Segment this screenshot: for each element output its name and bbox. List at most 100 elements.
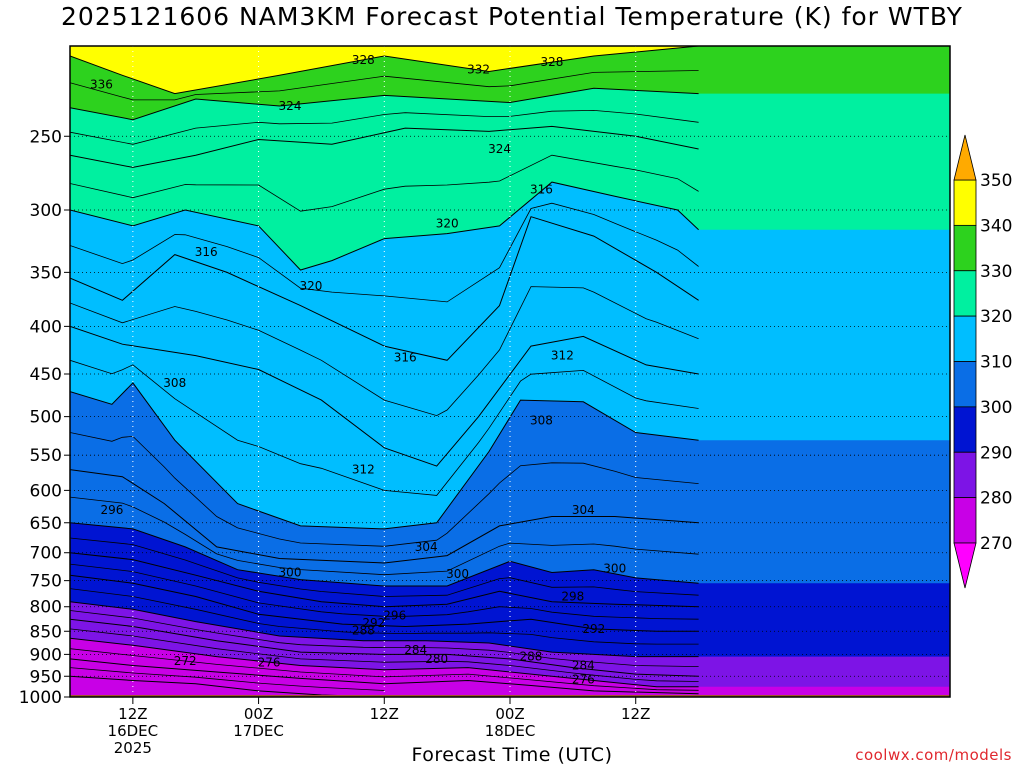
contour-label: 280 bbox=[425, 652, 448, 666]
colorbar-segment bbox=[953, 361, 977, 408]
colorbar-label: 300 bbox=[980, 398, 1012, 418]
contour-label: 304 bbox=[415, 540, 438, 554]
isentrope-mid bbox=[70, 202, 699, 303]
y-tick-label: 400 bbox=[30, 317, 62, 337]
isentrope-mid bbox=[70, 70, 699, 101]
colorbar-top-arrow bbox=[953, 134, 977, 181]
y-tick-label: 750 bbox=[30, 572, 62, 592]
x-tick-label: 12Z bbox=[118, 705, 147, 723]
colorbar-segment bbox=[953, 224, 977, 272]
colorbar: 350 340 330 320 310 300 290 280 270 bbox=[953, 134, 1012, 589]
isentrope-320 bbox=[70, 181, 699, 271]
contour-label: 328 bbox=[352, 53, 375, 67]
colorbar-label: 350 bbox=[980, 171, 1012, 191]
y-tick-label: 900 bbox=[30, 645, 62, 665]
x-tick-label: 17DEC bbox=[233, 722, 284, 740]
colorbar-segment bbox=[953, 315, 977, 362]
isentrope-336 bbox=[70, 46, 699, 95]
y-tick-label: 500 bbox=[30, 408, 62, 428]
x-tick-label: 12Z bbox=[621, 705, 650, 723]
isentrope-308 bbox=[70, 382, 699, 530]
contour-label: 296 bbox=[383, 609, 406, 623]
theta-band-272 bbox=[70, 676, 950, 697]
isentrope-mid bbox=[70, 628, 699, 682]
contour-label: 284 bbox=[572, 658, 595, 672]
y-tick-label: 300 bbox=[30, 201, 62, 221]
isentrope-mid bbox=[70, 109, 699, 145]
contour-label: 300 bbox=[279, 565, 302, 579]
contour-label: 288 bbox=[352, 623, 375, 637]
colorbar-label: 320 bbox=[980, 307, 1012, 327]
y-tick-label: 600 bbox=[30, 481, 62, 501]
isentrope-mid bbox=[70, 667, 385, 691]
isentrope-292 bbox=[70, 574, 699, 632]
contour-label: 312 bbox=[551, 349, 574, 363]
contour-label: 336 bbox=[90, 78, 113, 92]
isentrope-324 bbox=[70, 125, 699, 168]
site-credit: coolwx.com/models bbox=[855, 746, 1012, 764]
contour-label: 296 bbox=[100, 503, 123, 517]
contour-label: 324 bbox=[488, 142, 511, 156]
isentrope-300 bbox=[70, 522, 699, 587]
colorbar-label: 280 bbox=[980, 489, 1012, 509]
contour-label: 288 bbox=[519, 650, 542, 664]
contour-label: 284 bbox=[404, 643, 427, 657]
colorbar-segment bbox=[953, 497, 977, 544]
contour-label: 292 bbox=[582, 622, 605, 636]
contour-label: 308 bbox=[530, 414, 553, 428]
isentrope-mid bbox=[70, 286, 699, 417]
x-tick-label: 2025 bbox=[114, 739, 152, 757]
isentrope-288 bbox=[70, 601, 699, 658]
y-tick-label: 800 bbox=[30, 598, 62, 618]
isentrope-316 bbox=[70, 216, 699, 361]
contour-label: 276 bbox=[572, 673, 595, 687]
chart-title: 2025121606 NAM3KM Forecast Potential Tem… bbox=[61, 2, 963, 31]
contour-label: 320 bbox=[299, 279, 322, 293]
isentrope-mid bbox=[70, 154, 699, 212]
isentrope-328 bbox=[70, 87, 699, 121]
contour-label: 304 bbox=[572, 503, 595, 517]
y-tick-label: 950 bbox=[30, 667, 62, 687]
x-tick-label: 18DEC bbox=[485, 722, 536, 740]
contour-label: 308 bbox=[163, 376, 186, 390]
y-tick-label: 250 bbox=[30, 127, 62, 147]
isentrope-284 bbox=[70, 618, 699, 677]
y-tick-label: 550 bbox=[30, 446, 62, 466]
colorbar-segment bbox=[953, 179, 977, 226]
y-tick-label: 1000 bbox=[19, 688, 62, 708]
isentrope-mid bbox=[70, 359, 699, 496]
y-tick-label: 850 bbox=[30, 622, 62, 642]
x-tick-label: 12Z bbox=[370, 705, 399, 723]
contour-label: 312 bbox=[352, 463, 375, 477]
y-tick-label: 650 bbox=[30, 514, 62, 534]
isentrope-304 bbox=[70, 469, 699, 564]
contour-label: 328 bbox=[540, 55, 563, 69]
contour-label: 332 bbox=[467, 63, 490, 77]
y-tick-label: 350 bbox=[30, 263, 62, 283]
colorbar-label: 310 bbox=[980, 353, 1012, 373]
x-tick-label: 16DEC bbox=[108, 722, 159, 740]
colorbar-label: 270 bbox=[980, 534, 1012, 554]
isentrope-276 bbox=[70, 658, 699, 695]
contour-label: 316 bbox=[195, 245, 218, 259]
theta-band-276 bbox=[70, 658, 950, 697]
colorbar-segment bbox=[953, 270, 977, 317]
isentrope-mid bbox=[70, 588, 699, 645]
y-tick-label: 450 bbox=[30, 365, 62, 385]
contour-label: 316 bbox=[530, 182, 553, 196]
isentrope-mid bbox=[70, 648, 699, 691]
colorbar-segment bbox=[953, 451, 977, 499]
contour-label: 316 bbox=[394, 351, 417, 365]
y-axis: 250 300 350 400 450 500 550 600 650 700 750 800 850 9… bbox=[19, 127, 70, 708]
isentrope-312 bbox=[70, 325, 699, 467]
contour-label: 300 bbox=[603, 562, 626, 576]
isentrope-mid bbox=[70, 496, 699, 576]
contour-label: 300 bbox=[446, 567, 469, 581]
contour-label: 324 bbox=[279, 99, 302, 113]
contour-labels: 336 328 332 328 324 324 316 320 316 320 316 312 308 3… bbox=[90, 53, 626, 687]
contour-label: 272 bbox=[174, 654, 197, 668]
contour-label: 298 bbox=[561, 590, 584, 604]
contour-label: 320 bbox=[436, 216, 459, 230]
